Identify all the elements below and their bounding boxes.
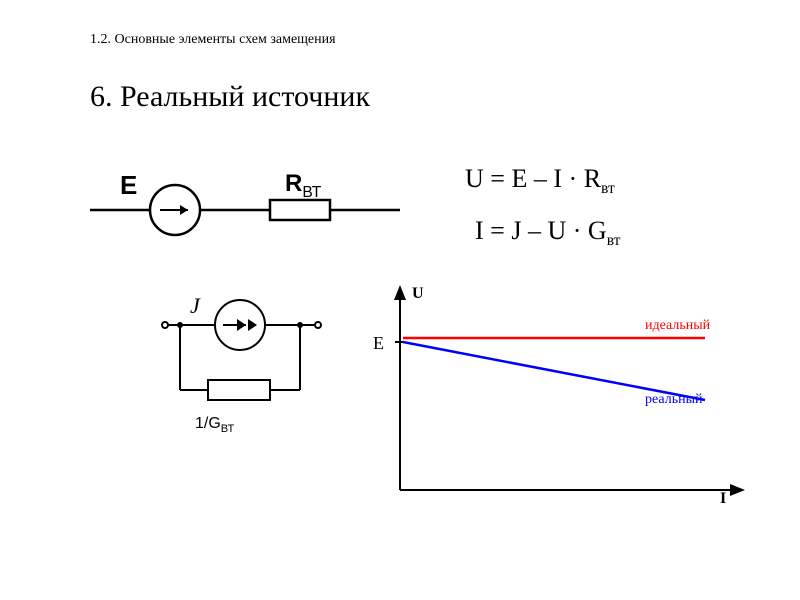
eq-part: · xyxy=(569,164,578,193)
equation-current: I = J – U · Gвт xyxy=(475,216,621,250)
eq-part: = xyxy=(490,216,505,245)
eq-part: U xyxy=(465,164,484,193)
eq-part: I xyxy=(475,216,484,245)
eq-part: J xyxy=(511,216,521,245)
eq-part: R xyxy=(584,164,601,193)
page-title: 6. Реальный источник xyxy=(90,80,370,114)
equation-voltage: U = E – I · Rвт xyxy=(465,164,615,198)
eq-part: G xyxy=(588,216,607,245)
circuit-current-diagram xyxy=(140,290,350,435)
eq-sub: вт xyxy=(601,180,615,197)
circuit-emf-diagram xyxy=(90,155,400,245)
eq-part: U xyxy=(547,216,566,245)
eq-part: – xyxy=(528,216,541,245)
eq-part: = xyxy=(490,164,505,193)
section-label: 1.2. Основные элементы схем замещения xyxy=(90,32,336,48)
ui-characteristic-graph xyxy=(365,280,765,540)
eq-part: – xyxy=(534,164,547,193)
eq-sub: вт xyxy=(607,232,621,249)
eq-part: · xyxy=(573,216,582,245)
eq-part: E xyxy=(511,164,527,193)
eq-part: I xyxy=(553,164,562,193)
